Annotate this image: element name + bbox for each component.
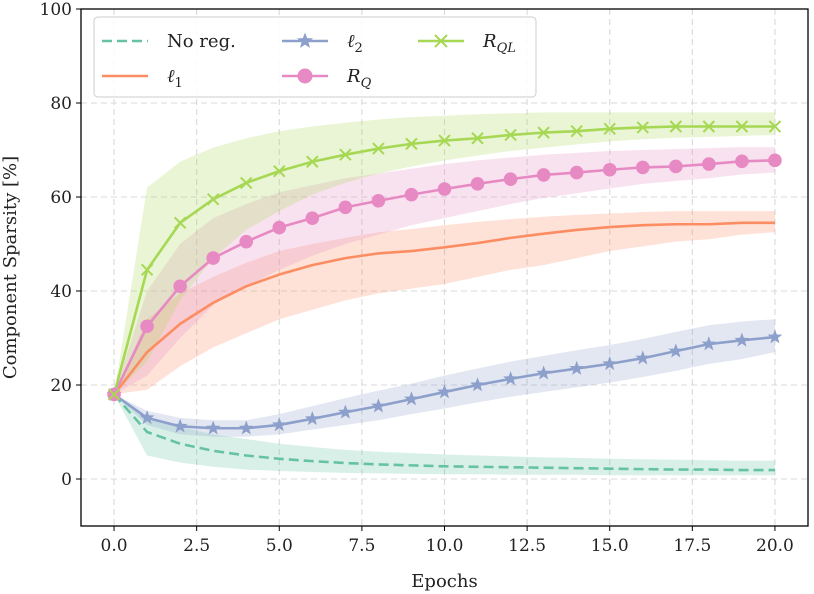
series-2-point — [470, 377, 485, 392]
series-3-point — [371, 193, 386, 208]
legend-box — [93, 16, 537, 98]
series-2-point — [271, 417, 287, 432]
legend-label-4: RQL — [482, 31, 516, 56]
series-2-point — [370, 398, 386, 413]
x-tick-label: 7.5 — [348, 536, 375, 556]
y-tick-label: 20 — [50, 376, 72, 396]
series-1-band — [114, 211, 775, 395]
series-4-point — [603, 122, 616, 136]
series-2-point — [536, 365, 552, 380]
series-4-band — [114, 112, 775, 395]
series-3-point — [173, 279, 187, 294]
series-4-point — [537, 126, 550, 139]
series-3-point — [470, 177, 485, 191]
series-3-point — [140, 319, 154, 334]
series-4-point — [339, 148, 352, 161]
series-0-line — [113, 393, 775, 472]
series-3-point — [404, 187, 419, 202]
legend-label-2: ℓ2 — [347, 31, 363, 56]
confidence-bands — [114, 112, 775, 476]
y-tick-label: 40 — [50, 282, 72, 302]
series-2-point — [172, 418, 188, 433]
series-3-point — [768, 153, 782, 168]
series-4-point — [702, 120, 716, 133]
x-tick-label: 15.0 — [591, 536, 629, 556]
series-2-point — [569, 360, 585, 375]
legend-label-0: No reg. — [167, 31, 236, 52]
y-tick-label: 100 — [40, 0, 72, 20]
series-3-point — [602, 162, 617, 177]
series-2-point — [701, 336, 717, 351]
x-tick-label: 10.0 — [426, 536, 464, 556]
legend-marker-4 — [434, 34, 448, 48]
series-3-point — [503, 172, 518, 186]
series-3-point — [669, 159, 683, 174]
y-tick-label: 80 — [50, 94, 72, 114]
series-2-point — [404, 391, 419, 406]
legend-marker-3 — [297, 68, 313, 84]
series-4-point — [372, 142, 385, 155]
series-3-point — [239, 234, 254, 249]
legend-label-1: ℓ1 — [167, 66, 183, 91]
series-4-point — [173, 216, 187, 230]
y-tick-label: 60 — [50, 188, 72, 208]
series-3-point — [338, 200, 353, 215]
series-2-point — [734, 332, 750, 347]
x-tick-label: 12.5 — [508, 536, 546, 556]
series-3-point — [569, 165, 584, 180]
series-2-point — [238, 420, 254, 435]
x-axis-label: Epochs — [411, 571, 477, 592]
series-0-band — [114, 394, 775, 476]
legend: No reg. ℓ1 ℓ2 RQ RQL — [93, 16, 537, 98]
series-2-point — [139, 410, 155, 425]
series-2-point — [205, 420, 221, 435]
x-tick-label: 5.0 — [266, 536, 293, 556]
series-3-point — [305, 211, 320, 225]
series-1-line — [113, 221, 775, 396]
series-2-point — [437, 384, 452, 399]
series-4-point — [636, 121, 649, 134]
x-tick-label: 17.5 — [673, 536, 711, 556]
series-4-point — [471, 132, 484, 145]
series-4-point — [570, 124, 583, 138]
series-4-point — [504, 128, 517, 142]
y-axis-label: Component Sparsity [%] — [0, 156, 21, 379]
series-4-point — [438, 134, 451, 147]
series-2-point — [337, 404, 353, 419]
series-4-point — [206, 193, 220, 206]
series-2-point — [635, 350, 651, 365]
series-3-point — [536, 168, 551, 182]
series-4-point — [405, 137, 418, 151]
legend-marker-2 — [296, 32, 314, 48]
series-2-point — [602, 356, 618, 371]
series-3-point — [272, 220, 287, 235]
x-tick-label: 0.0 — [101, 536, 128, 556]
series-4-point — [240, 176, 253, 190]
series-3-band — [114, 147, 775, 395]
series-4-point — [273, 164, 286, 178]
series-4-point — [669, 120, 683, 133]
series-4-point — [768, 120, 782, 133]
series-4-point — [140, 263, 154, 277]
series-3-point — [735, 154, 749, 169]
series-3-point — [206, 251, 220, 265]
series-2-point — [767, 329, 783, 344]
series-3-point — [437, 182, 452, 196]
series-4-point — [107, 388, 121, 401]
series-3-point — [635, 160, 650, 175]
series-2-band — [114, 319, 775, 437]
series-4-point — [735, 120, 749, 133]
y-tick-label: 0 — [61, 470, 72, 490]
legend-label-3: RQ — [346, 66, 372, 91]
x-tick-label: 20.0 — [756, 536, 794, 556]
series-3-point — [702, 157, 716, 171]
axis-ticks: 0.0 2.5 5.0 7.5 10.0 12.5 15.0 17.5 20.0 0 20 40 60 8… — [40, 0, 794, 556]
x-tick-label: 2.5 — [183, 536, 210, 556]
series-2-point — [503, 371, 519, 386]
series-markers — [106, 120, 783, 435]
series-2-point — [668, 343, 684, 358]
series-4-point — [306, 155, 319, 168]
series-2-point — [304, 411, 320, 426]
